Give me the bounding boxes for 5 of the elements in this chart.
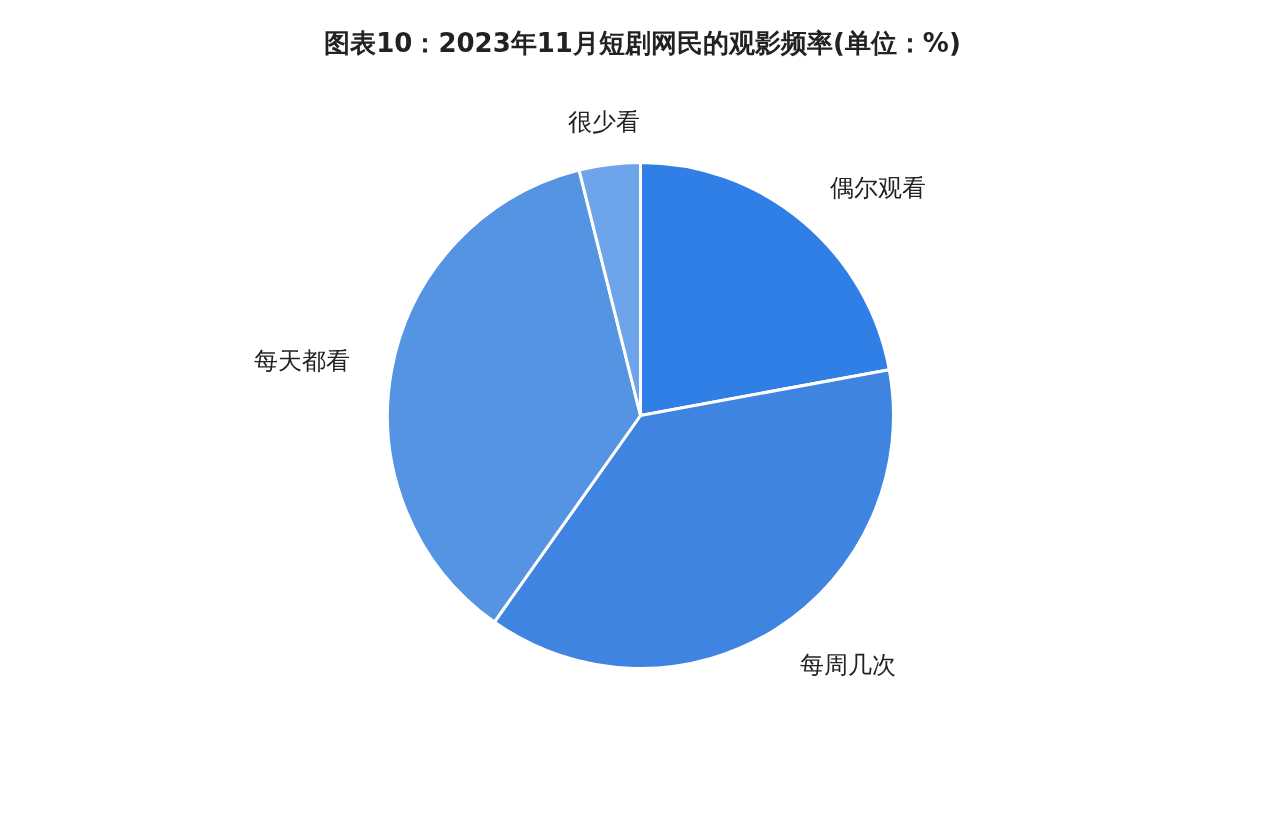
- slice-label: 每天都看: [253, 346, 350, 375]
- slice-label: 每周几次: [799, 650, 896, 679]
- slice-label: 很少看: [568, 107, 641, 136]
- chart-title: 图表10：2023年11月短剧网民的观影频率(单位：%): [324, 27, 961, 58]
- slice-label: 偶尔观看: [829, 174, 926, 203]
